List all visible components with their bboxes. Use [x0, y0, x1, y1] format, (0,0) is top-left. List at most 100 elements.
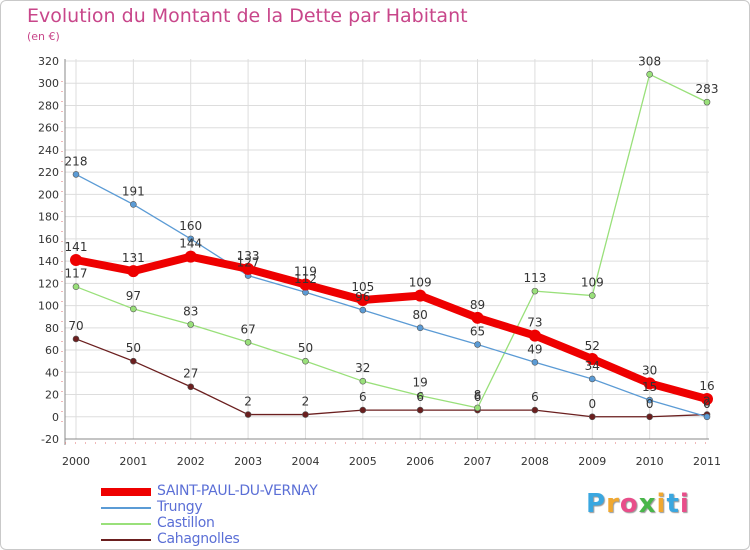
- y-tick-label: 300: [38, 77, 59, 90]
- logo-letter: o: [619, 489, 639, 519]
- data-point: [586, 352, 599, 365]
- data-point: [531, 287, 539, 295]
- data-label: 308: [638, 54, 661, 68]
- data-point: [72, 283, 80, 290]
- logo-letter: P: [586, 489, 607, 519]
- logo-letter: i: [679, 489, 690, 519]
- data-label: 119: [294, 264, 317, 278]
- x-tick-label: 2001: [119, 455, 147, 468]
- data-label: 112: [294, 272, 317, 286]
- data-point: [302, 411, 309, 418]
- x-tick-label: 2008: [521, 455, 549, 468]
- data-label: 16: [699, 379, 714, 393]
- data-label: 97: [126, 289, 141, 303]
- y-tick-label: 200: [38, 188, 59, 201]
- logo-letter: t: [666, 489, 680, 519]
- data-point: [187, 383, 195, 391]
- legend-label: Trungy: [157, 499, 203, 515]
- data-label: 19: [413, 376, 428, 390]
- data-point: [242, 262, 255, 275]
- y-tick-label: 120: [38, 277, 59, 290]
- plot-area: [65, 59, 709, 439]
- y-tick-label: 260: [38, 122, 59, 135]
- data-label: 30: [642, 363, 657, 377]
- chart-unit: (en €): [27, 30, 60, 43]
- data-point: [359, 406, 367, 414]
- data-label: 191: [122, 184, 145, 198]
- y-tick-label: 140: [38, 255, 59, 268]
- data-label: 50: [126, 341, 141, 355]
- data-point: [474, 341, 481, 348]
- data-point: [184, 250, 197, 263]
- y-tick-label: 60: [45, 344, 59, 357]
- data-point: [299, 278, 312, 291]
- data-point: [646, 71, 653, 78]
- data-label: 49: [527, 342, 542, 356]
- y-tick-label: 100: [38, 300, 59, 313]
- x-tick-label: 2004: [291, 455, 319, 468]
- legend-swatch: [101, 523, 151, 525]
- data-point: [703, 98, 711, 106]
- data-label: 83: [183, 304, 198, 318]
- data-point: [187, 321, 195, 328]
- x-tick-label: 2009: [578, 455, 606, 468]
- data-point: [187, 235, 195, 243]
- data-point: [703, 413, 711, 421]
- data-point: [414, 289, 427, 302]
- legend-swatch: [101, 507, 151, 509]
- logo-letter: i: [656, 489, 667, 519]
- data-label: 109: [581, 276, 604, 290]
- y-tick-label: 0: [52, 411, 59, 424]
- data-label: 0: [588, 397, 596, 411]
- data-point: [588, 413, 596, 421]
- legend-label: Cahagnolles: [157, 531, 240, 547]
- data-label: 34: [585, 359, 600, 373]
- data-point: [474, 404, 481, 412]
- x-tick-label: 2005: [349, 455, 377, 468]
- data-label: 6: [531, 390, 539, 404]
- logo-letter: x: [638, 489, 657, 519]
- data-point: [72, 171, 80, 178]
- data-point: [701, 392, 713, 405]
- data-label: 141: [65, 240, 88, 254]
- data-label: 218: [65, 154, 88, 168]
- y-tick-label: 320: [38, 55, 59, 68]
- data-point: [244, 338, 252, 346]
- data-label: 2: [302, 395, 310, 409]
- data-point: [528, 329, 541, 342]
- data-label: 105: [351, 280, 374, 294]
- data-label: 32: [355, 361, 370, 375]
- x-tick-label: 2011: [693, 455, 721, 468]
- data-point: [471, 311, 484, 324]
- data-point: [416, 324, 424, 332]
- data-label: 50: [298, 341, 313, 355]
- data-label: 15: [642, 380, 657, 394]
- data-point: [531, 358, 539, 366]
- data-label: 2: [244, 395, 252, 409]
- data-point: [130, 357, 137, 365]
- data-label: 0: [646, 397, 654, 411]
- data-point: [416, 392, 424, 399]
- data-point: [127, 265, 140, 278]
- data-point: [244, 411, 252, 418]
- data-point: [646, 413, 653, 421]
- data-point: [359, 306, 367, 314]
- data-label: 144: [179, 237, 202, 251]
- data-point: [130, 305, 137, 313]
- series-saint-paul-du-vernay: [70, 250, 713, 405]
- data-point: [130, 201, 137, 208]
- x-tick-label: 2007: [464, 455, 492, 468]
- data-label: 127: [237, 256, 260, 270]
- series-line: [75, 73, 708, 409]
- data-label: 89: [470, 298, 485, 312]
- y-tick-label: -20: [41, 433, 59, 446]
- series-trungy: [72, 171, 711, 421]
- data-label: 160: [179, 219, 202, 233]
- y-tick-label: 40: [45, 366, 59, 379]
- data-label: 283: [696, 82, 719, 96]
- logo-letter: r: [606, 489, 620, 519]
- x-tick-label: 2000: [62, 455, 90, 468]
- y-tick-label: 20: [45, 389, 59, 402]
